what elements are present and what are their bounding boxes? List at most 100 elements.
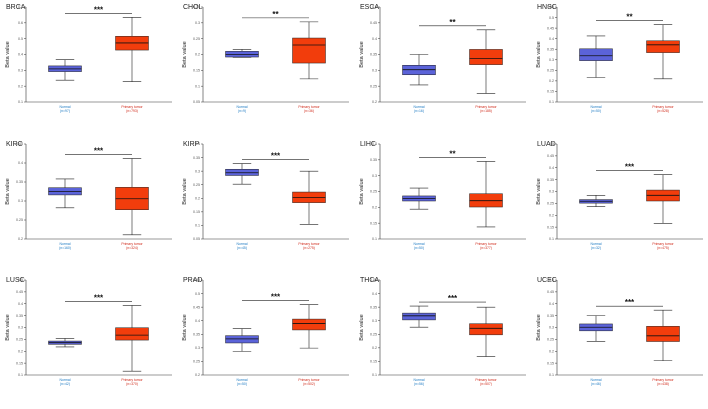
- box-normal: [579, 35, 613, 78]
- box-iqr: [402, 312, 436, 321]
- y-tick-label: 0.25: [547, 338, 554, 342]
- y-tick-label: 0.4: [18, 302, 23, 306]
- significance-stars: ***: [94, 293, 104, 302]
- box-tumor: [292, 170, 326, 225]
- category-label: Primary tumor: [121, 105, 143, 109]
- panel-title: HNSC: [537, 4, 557, 11]
- n-label: (n=32): [591, 246, 601, 250]
- panel-title: LUAD: [537, 141, 556, 148]
- category-label: Normal: [237, 242, 248, 246]
- y-tick-label: 0.5: [549, 16, 554, 20]
- y-tick-label: 0.3: [372, 69, 377, 73]
- significance-stars: ***: [448, 294, 458, 303]
- y-tick-label: 0.5: [372, 5, 377, 9]
- y-tick-label: 0.1: [195, 84, 200, 88]
- panel-prad: PRAD Beta value 0.55 0.5 0.45 0.4 0.35 0.3 0.25 0…: [177, 273, 353, 409]
- category-label: Primary tumor: [298, 242, 320, 246]
- boxplot-svg: LIHC Beta value 0.4 0.35 0.3 0.25 0.2 0.15 0.1 No…: [359, 141, 526, 250]
- category-label: Normal: [414, 242, 425, 246]
- y-tick-label: 0.3: [195, 346, 200, 350]
- y-tick-label: 0.3: [372, 174, 377, 178]
- y-tick-label: 0.5: [549, 142, 554, 146]
- y-tick-label: 0.25: [547, 69, 554, 73]
- box-tumor: [115, 16, 149, 83]
- y-tick-label: 0.15: [547, 225, 554, 229]
- box-normal: [48, 338, 82, 348]
- box-tumor: [292, 304, 326, 349]
- y-tick-label: 0.25: [370, 190, 377, 194]
- y-tick-label: 0.3: [195, 21, 200, 25]
- boxplot-svg: LUSC Beta value 0.5 0.45 0.4 0.35 0.3 0.25 0.2 0.…: [5, 277, 172, 386]
- y-tick-label: 0.1: [195, 224, 200, 228]
- n-label: (n=370): [126, 382, 138, 386]
- y-axis-label: Beta value: [536, 314, 542, 340]
- y-tick-label: 0.7: [18, 5, 23, 9]
- significance-stars: **: [272, 10, 279, 19]
- y-tick-label: 0.45: [370, 278, 377, 282]
- significance-stars: ***: [94, 146, 104, 155]
- y-tick-label: 0.2: [372, 346, 377, 350]
- y-tick-label: 0.45: [16, 290, 23, 294]
- y-tick-label: 0.3: [18, 199, 23, 203]
- y-axis-label: Beta value: [5, 178, 11, 204]
- y-tick-label: 0.2: [18, 349, 23, 353]
- box-normal: [402, 54, 436, 86]
- category-label: Normal: [237, 105, 248, 109]
- boxplot-svg: PRAD Beta value 0.55 0.5 0.45 0.4 0.35 0.3 0.25 0…: [182, 277, 349, 386]
- y-tick-label: 0.2: [18, 84, 23, 88]
- category-label: Primary tumor: [475, 105, 497, 109]
- y-tick-label: 0.4: [372, 142, 377, 146]
- y-tick-label: 0.05: [193, 100, 200, 104]
- y-tick-label: 0.25: [547, 202, 554, 206]
- y-tick-label: 0.25: [16, 338, 23, 342]
- y-tick-label: 0.4: [372, 37, 377, 41]
- y-tick-label: 0.55: [547, 5, 554, 9]
- n-label: (n=50): [414, 246, 424, 250]
- box-normal: [225, 328, 259, 352]
- panel-brca: BRCA Beta value 0.7 0.6 0.5 0.4 0.3 0.2 0.1 Norma…: [0, 0, 176, 136]
- y-tick-label: 0.1: [549, 237, 554, 241]
- y-tick-label: 0.3: [372, 319, 377, 323]
- significance-stars: ***: [94, 5, 104, 14]
- category-label: Primary tumor: [121, 242, 143, 246]
- y-axis-label: Beta value: [182, 314, 188, 340]
- box-tumor: [646, 174, 680, 224]
- category-label: Primary tumor: [652, 105, 674, 109]
- significance-stars: **: [626, 13, 633, 22]
- y-tick-label: 0.2: [372, 206, 377, 210]
- boxplot-svg: KIRC Beta value 0.45 0.4 0.35 0.3 0.25 0.2 Norma…: [5, 141, 172, 250]
- box-iqr: [646, 40, 680, 53]
- box-iqr: [292, 37, 326, 64]
- y-tick-label: 0.35: [16, 314, 23, 318]
- y-axis-label: Beta value: [359, 178, 365, 204]
- category-label: Primary tumor: [298, 378, 320, 382]
- category-label: Normal: [414, 105, 425, 109]
- y-tick-label: 0.35: [193, 332, 200, 336]
- y-tick-label: 0.4: [18, 53, 23, 57]
- panel-title: THCA: [360, 277, 379, 284]
- panel-title: UCEC: [537, 277, 557, 284]
- category-label: Normal: [591, 242, 602, 246]
- box-tumor: [646, 24, 680, 80]
- box-normal: [402, 187, 436, 210]
- y-tick-label: 0.45: [547, 26, 554, 30]
- y-tick-label: 0.6: [18, 21, 23, 25]
- y-tick-label: 0.5: [549, 278, 554, 282]
- y-tick-label: 0.15: [370, 360, 377, 364]
- box-iqr: [225, 168, 259, 176]
- y-tick-label: 0.4: [372, 292, 377, 296]
- boxplot-svg: ESCA Beta value 0.5 0.45 0.4 0.35 0.3 0.25 0.2 No…: [359, 4, 526, 113]
- n-label: (n=793): [126, 109, 138, 113]
- boxplot-svg: BRCA Beta value 0.7 0.6 0.5 0.4 0.3 0.2 0.1 Norma…: [5, 4, 172, 113]
- y-tick-label: 0.2: [195, 53, 200, 57]
- category-label: Normal: [60, 242, 71, 246]
- y-tick-label: 0.1: [549, 373, 554, 377]
- box-tumor: [115, 305, 149, 372]
- category-label: Normal: [237, 378, 248, 382]
- box-normal: [579, 315, 613, 342]
- y-tick-label: 0.1: [372, 373, 377, 377]
- y-tick-label: 0.45: [193, 305, 200, 309]
- boxplot-svg: LUAD Beta value 0.5 0.45 0.4 0.35 0.3 0.25 0.2 0.…: [536, 141, 703, 250]
- y-tick-label: 0.4: [195, 319, 200, 323]
- n-label: (n=185): [480, 109, 492, 113]
